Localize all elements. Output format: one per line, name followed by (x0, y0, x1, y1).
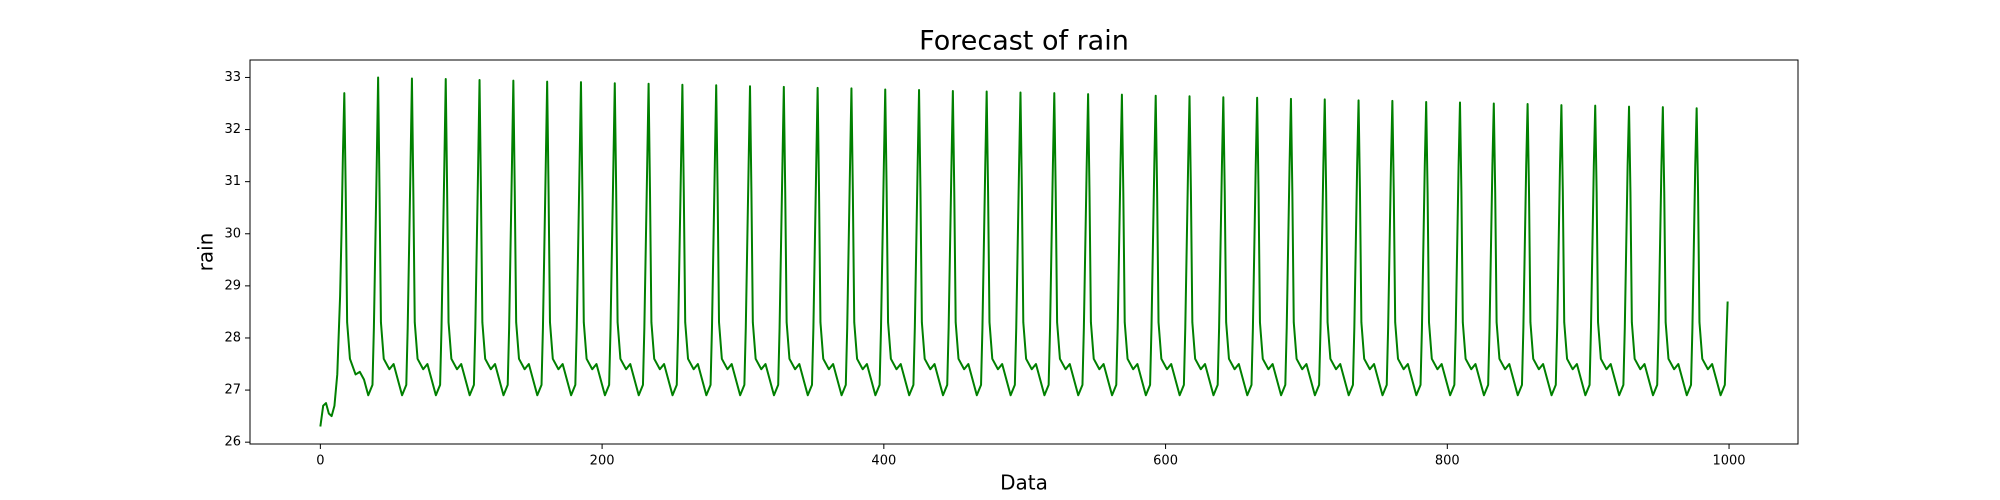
x-tick-label: 400 (871, 454, 896, 469)
y-axis-label: rain (194, 233, 218, 272)
y-tick-label: 26 (224, 435, 241, 450)
x-tick-label: 0 (316, 454, 324, 469)
plot-frame (249, 59, 1799, 445)
y-tick-label: 27 (224, 383, 241, 398)
y-tick-label: 31 (224, 174, 241, 189)
y-tick-label: 29 (224, 278, 241, 293)
y-tick-label: 33 (224, 70, 241, 85)
x-tick-label: 200 (590, 454, 615, 469)
x-axis-label: Data (1000, 471, 1048, 495)
x-tick-label: 1000 (1712, 454, 1745, 469)
line (319, 76, 1729, 427)
chart-title: Forecast of rain (919, 26, 1129, 57)
x-tick-label: 800 (1435, 454, 1460, 469)
y-tick-label: 28 (224, 330, 241, 345)
y-tick-label: 32 (224, 122, 241, 137)
y-tick-label: 30 (224, 226, 241, 241)
x-tick-label: 600 (1153, 454, 1178, 469)
